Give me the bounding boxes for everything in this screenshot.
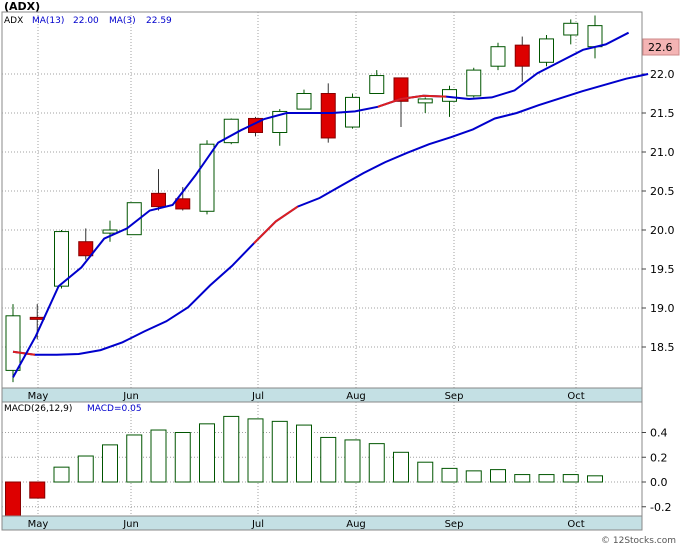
- price-ytick-label: 19.0: [650, 302, 675, 315]
- macd-x-axis: May Jun Jul Aug Sep Oct: [28, 519, 585, 530]
- macd-bar-positive: [490, 469, 506, 483]
- macd-panel: 0.4 0.2 0.0 -0.2 May Jun Jul Aug Sep Oct MACD(26…: [1, 401, 671, 531]
- last-price-tag: 22.6: [642, 38, 680, 56]
- price-xtick-label: Jul: [251, 391, 264, 402]
- candle-up: [466, 69, 482, 97]
- candle-up: [102, 229, 118, 234]
- macd-bar-positive: [296, 424, 312, 483]
- macd-ytick-label: -0.2: [650, 501, 671, 514]
- ma13-line: [12, 73, 649, 356]
- last-price-label: 22.6: [648, 41, 673, 54]
- macd-bar-negative: [29, 481, 46, 499]
- candle-up: [5, 315, 21, 371]
- macd-bar-positive: [271, 420, 288, 483]
- candle-up: [563, 22, 579, 36]
- legend-ma3-value: 22.59: [146, 16, 172, 26]
- macd-bar-positive: [320, 436, 337, 483]
- macd-bar-positive: [344, 439, 361, 483]
- macd-bar-negative: [5, 481, 21, 517]
- macd-ytick-label: 0.0: [650, 476, 668, 489]
- candle-down: [29, 316, 45, 320]
- macd-xtick-label: Oct: [567, 519, 584, 530]
- price-xtick-label: Aug: [346, 391, 366, 402]
- macd-y-axis: 0.4 0.2 0.0 -0.2: [642, 427, 671, 514]
- candle-down: [175, 198, 191, 210]
- chart-title: (ADX): [4, 0, 40, 13]
- macd-bar-positive: [126, 434, 143, 483]
- macd-ytick-label: 0.4: [650, 427, 668, 440]
- legend-ma13-value: 22.00: [73, 16, 99, 26]
- macd-ytick-label: 0.2: [650, 451, 668, 464]
- candle-up: [417, 98, 433, 104]
- macd-bars: [5, 415, 603, 517]
- macd-bar-positive: [587, 475, 603, 483]
- price-ytick-label: 19.5: [650, 263, 675, 276]
- price-x-axis-band: [1, 387, 643, 403]
- price-ytick-label: 21.0: [650, 146, 675, 159]
- copyright: © 12Stocks.com: [601, 536, 676, 546]
- macd-value-label: MACD=0.05: [87, 404, 142, 414]
- macd-bar-positive: [223, 415, 240, 483]
- ma3-line: [12, 31, 630, 378]
- legend-ma3-label: MA(3): [109, 16, 136, 26]
- macd-bar-positive: [368, 443, 385, 483]
- moving-averages: [12, 31, 649, 378]
- price-ytick-label: 22.0: [650, 68, 675, 81]
- price-candles: [5, 15, 603, 383]
- price-ytick-label: 21.5: [650, 107, 675, 120]
- macd-bar-positive: [174, 432, 191, 483]
- candle-down: [320, 93, 336, 139]
- candle-down: [151, 192, 166, 208]
- candle-down: [514, 44, 530, 67]
- macd-xtick-label: Jul: [251, 519, 264, 530]
- macd-bar-positive: [441, 467, 458, 483]
- candle-up: [490, 46, 506, 67]
- price-panel: 18.5 19.0 19.5 20.0 20.5 21.0 21.5 22.0 May Jun J…: [1, 11, 680, 403]
- price-xtick-label: May: [28, 391, 49, 402]
- candle-down: [78, 241, 94, 257]
- macd-bar-positive: [77, 455, 94, 483]
- price-xtick-label: Oct: [567, 391, 584, 402]
- candle-up: [587, 25, 603, 48]
- price-ytick-label: 18.5: [650, 341, 675, 354]
- price-ytick-label: 20.0: [650, 224, 675, 237]
- macd-bar-positive: [199, 423, 215, 483]
- price-y-axis: 18.5 19.0 19.5 20.0 20.5 21.0 21.5 22.0: [642, 68, 675, 354]
- price-header: (ADX) ADX MA(13) 22.00 MA(3) 22.59: [4, 0, 172, 26]
- price-xtick-label: Sep: [445, 391, 464, 402]
- macd-bar-positive: [53, 466, 70, 483]
- macd-bar-positive: [102, 444, 118, 483]
- macd-bar-positive: [393, 451, 409, 483]
- macd-xtick-label: Aug: [346, 519, 366, 530]
- candle-up: [369, 75, 385, 94]
- macd-bar-positive: [465, 470, 482, 483]
- price-ytick-label: 20.5: [650, 185, 675, 198]
- price-x-axis: May Jun Jul Aug Sep Oct: [28, 391, 585, 402]
- legend-ticker: ADX: [4, 16, 23, 26]
- candle-up: [442, 89, 457, 102]
- candle-up: [539, 38, 554, 63]
- macd-bar-positive: [514, 474, 531, 483]
- macd-x-axis-band: [1, 515, 643, 531]
- legend-ma13-label: MA(13): [32, 16, 64, 26]
- macd-xtick-label: Sep: [445, 519, 464, 530]
- macd-bar-positive: [562, 474, 579, 483]
- ma13-down-segment: [12, 350, 36, 356]
- macd-bar-positive: [150, 429, 167, 483]
- candle-up: [199, 143, 215, 212]
- macd-bar-positive: [538, 474, 555, 483]
- ma13-down-segment: [253, 205, 299, 245]
- macd-bar-positive: [247, 418, 264, 483]
- price-xtick-label: Jun: [122, 391, 139, 402]
- macd-bar-positive: [417, 461, 434, 483]
- macd-xtick-label: May: [28, 519, 49, 530]
- ma3-down-segment: [377, 94, 447, 108]
- macd-title: MACD(26,12,9): [4, 404, 72, 414]
- last-price-box: [642, 38, 680, 56]
- candle-down: [393, 77, 409, 102]
- candle-up: [296, 93, 312, 110]
- candle-up: [54, 231, 69, 287]
- macd-xtick-label: Jun: [122, 519, 139, 530]
